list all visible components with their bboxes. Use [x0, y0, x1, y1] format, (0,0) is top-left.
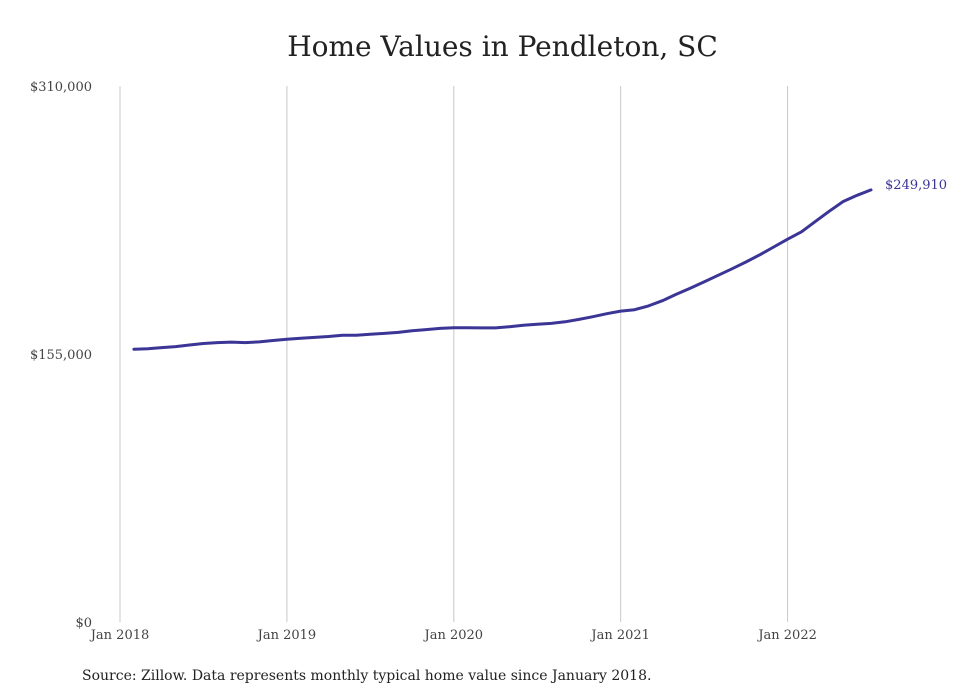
y-tick-label: $155,000 [30, 348, 92, 363]
x-tick-label: Jan 2019 [256, 628, 317, 643]
source-note: Source: Zillow. Data represents monthly … [82, 668, 652, 684]
x-tick-label: Jan 2020 [423, 628, 484, 643]
end-value-label: $249,910 [885, 178, 947, 193]
y-tick-label: $0 [75, 616, 92, 631]
chart-title: Home Values in Pendleton, SC [287, 30, 718, 63]
series-line [132, 188, 873, 351]
x-tick-label: Jan 2021 [589, 628, 650, 643]
x-tick-label: Jan 2018 [89, 628, 150, 643]
y-tick-label: $310,000 [30, 80, 92, 95]
series-layer [132, 188, 873, 351]
x-tick-label: Jan 2022 [756, 628, 817, 643]
data-labels: $249,910 [885, 178, 947, 193]
x-axis-ticks: Jan 2018 Jan 2019 Jan 2020 Jan 2021 Jan 2022 [89, 628, 817, 643]
gridlines [119, 86, 789, 622]
y-axis-ticks: $310,000 $155,000 $0 [30, 80, 92, 631]
